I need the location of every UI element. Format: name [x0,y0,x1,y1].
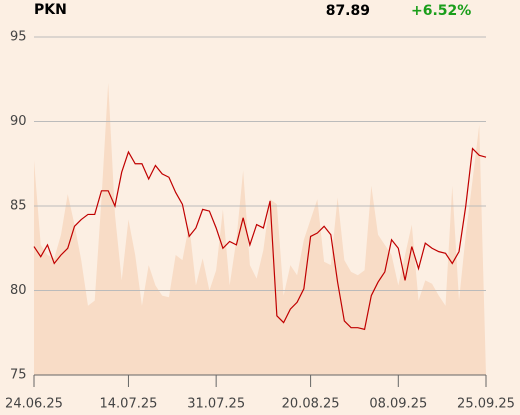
y-tick-label: 80 [10,283,27,298]
y-tick-label: 85 [10,199,27,214]
x-tick-label: 20.08.25 [282,397,340,412]
x-tick-label: 14.07.25 [100,397,158,412]
x-tick-label: 08.09.25 [369,397,427,412]
x-tick-label: 25.09.25 [457,397,515,412]
price-line [33,147,487,331]
change: +6.52% [411,3,471,19]
x-tick-label: 31.07.25 [187,397,245,412]
x-tick-label: 24.06.25 [5,397,63,412]
last-price: 87.89 [326,3,370,19]
symbol: PKN [34,2,67,18]
volume-area [34,82,486,375]
y-tick-label: 95 [10,30,27,45]
y-tick-label: 90 [10,114,27,129]
y-tick-label: 75 [10,368,27,383]
